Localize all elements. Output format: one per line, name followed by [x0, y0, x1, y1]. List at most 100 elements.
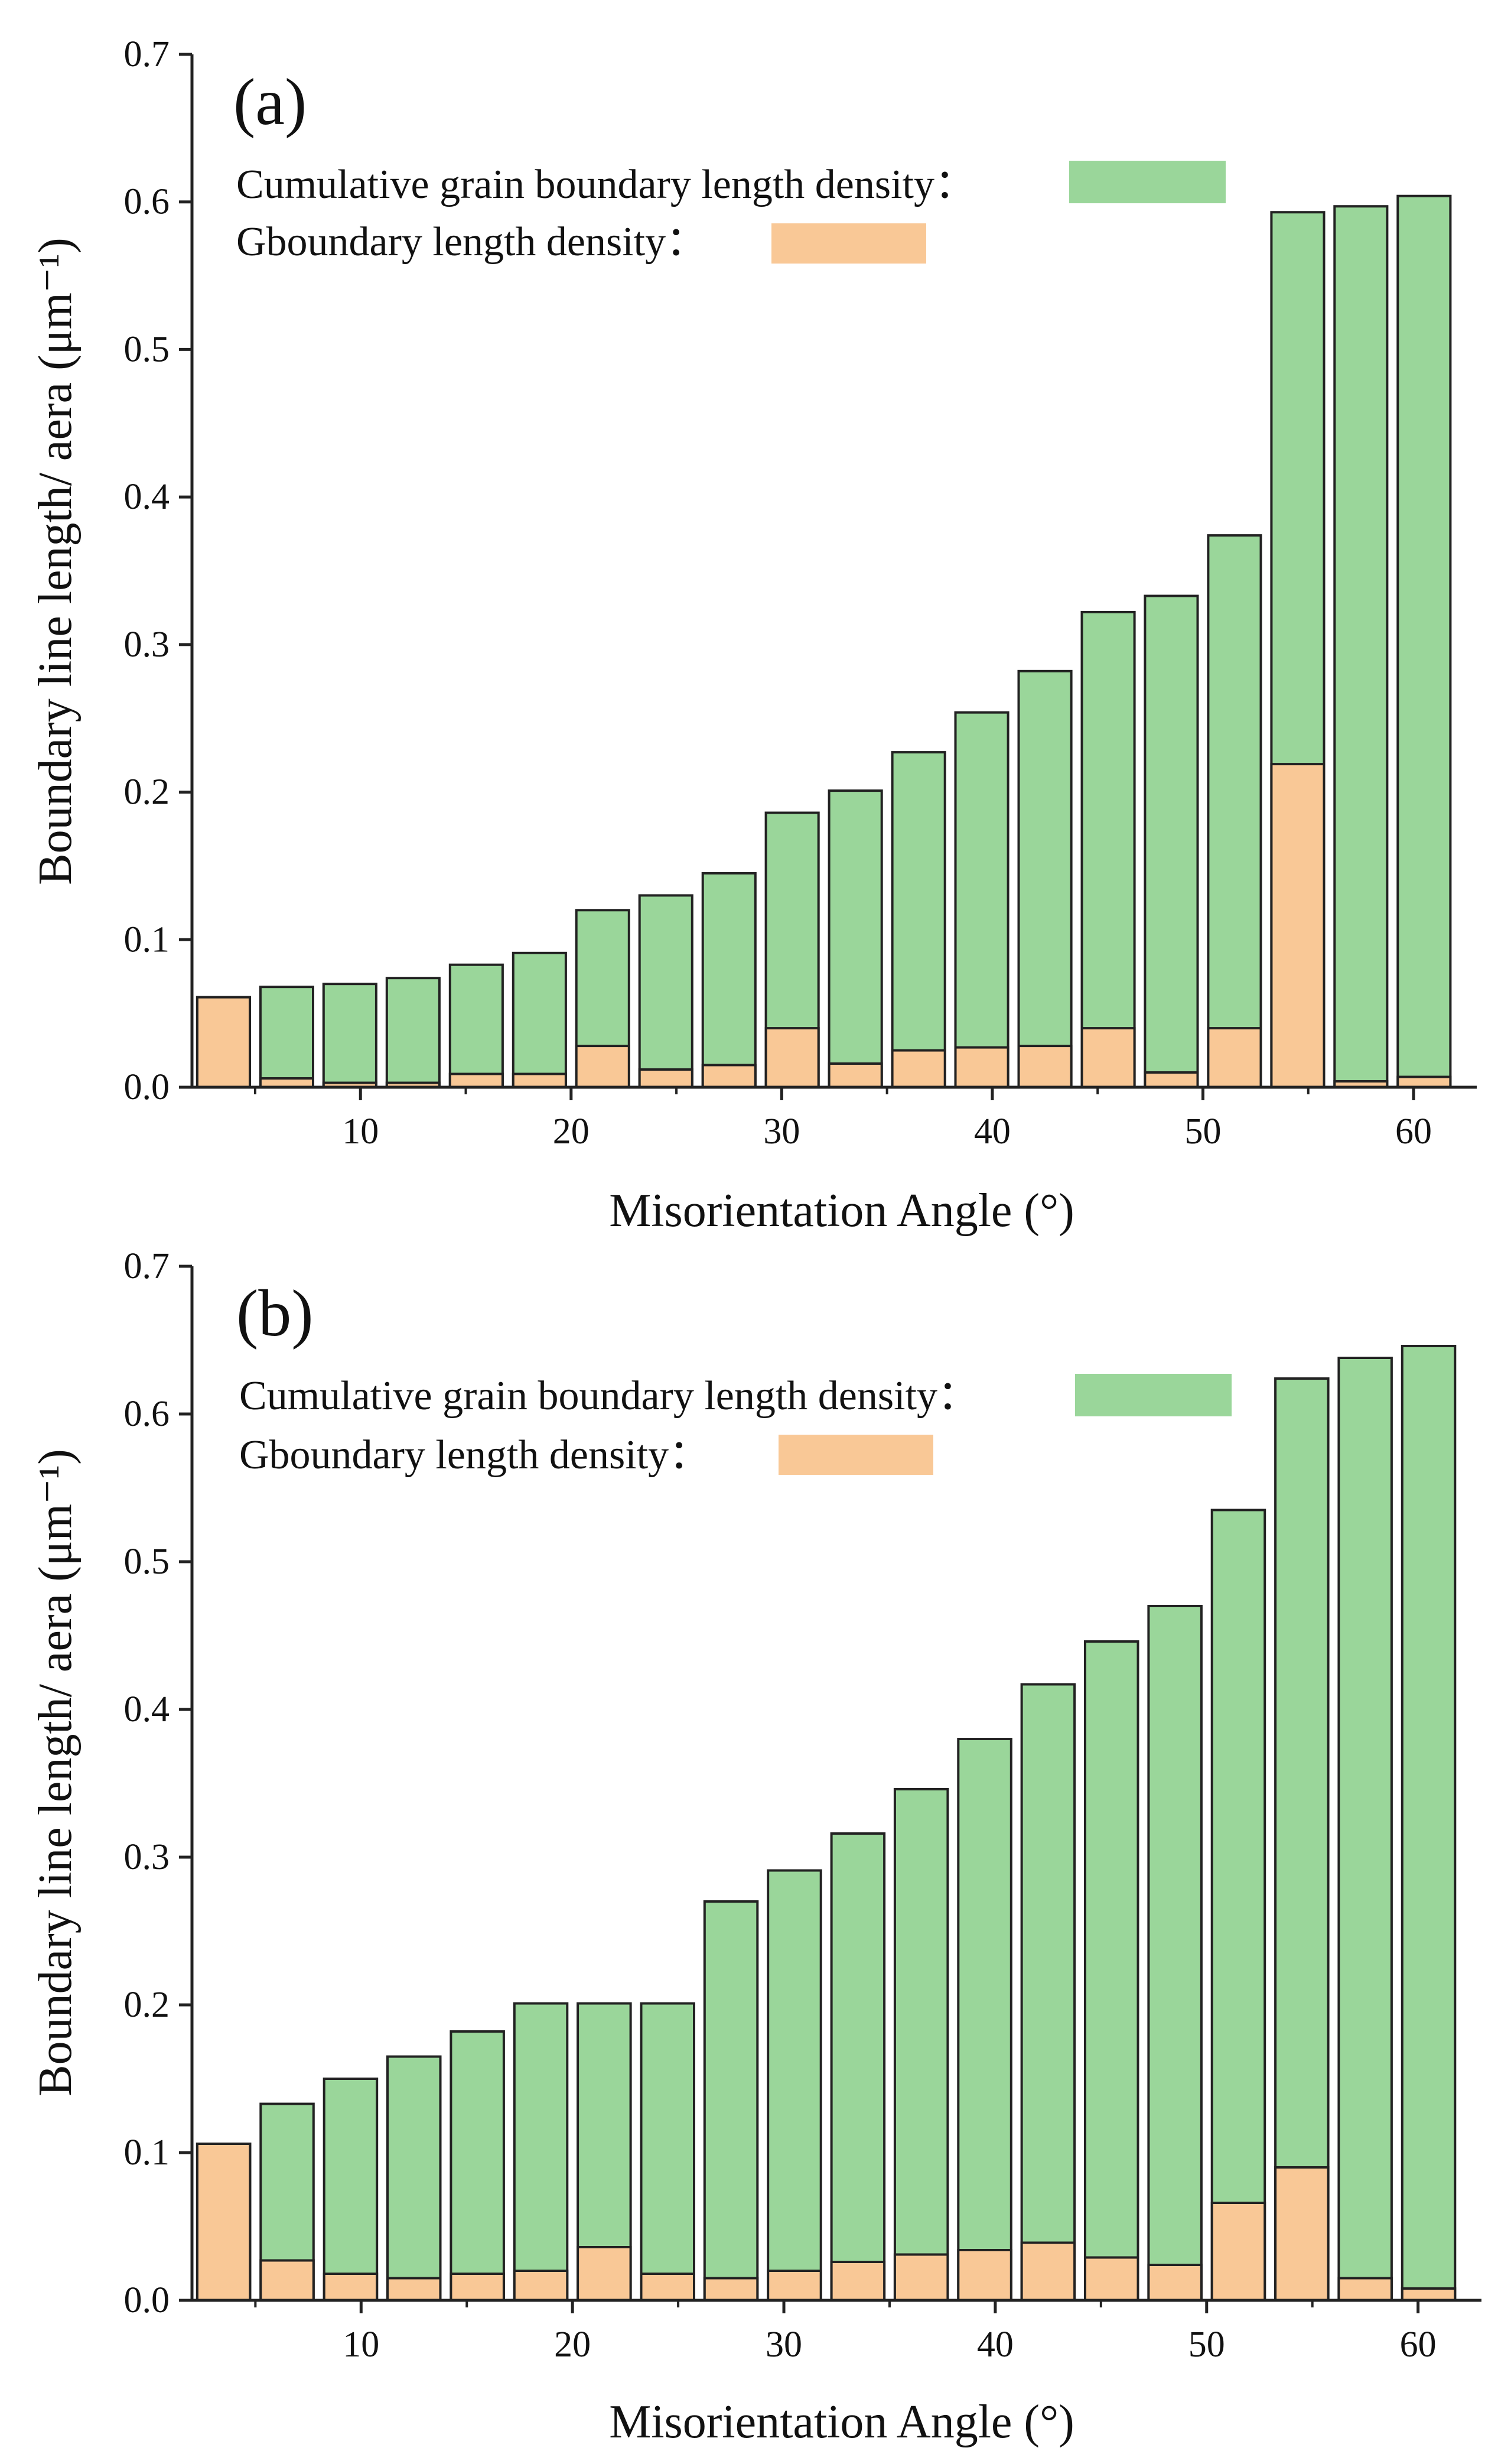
bar-cumulative-b-14 — [1020, 1683, 1076, 2302]
bar-cumulative-a-9 — [701, 872, 757, 1089]
bar-cumulative-a-13 — [954, 711, 1009, 1088]
legend-label-cumulative-b: Cumulative grain boundary length density… — [239, 1373, 979, 1419]
bar-gboundary-a-20 — [1396, 1075, 1452, 1088]
bar-gboundary-b-10 — [767, 2270, 822, 2302]
bar-gboundary-b-14 — [1020, 2241, 1076, 2302]
legend-a: Cumulative grain boundary length density… — [236, 161, 1226, 265]
x-tick-label-a: 40 — [974, 1111, 1011, 1152]
bar-gboundary-b-7 — [577, 2246, 632, 2302]
x-tick-label-a: 10 — [342, 1111, 379, 1152]
bar-cumulative-b-16 — [1147, 1605, 1203, 2302]
legend-label-gboundary-b: Gboundary length density： — [239, 1432, 710, 1478]
bar-cumulative-a-5 — [448, 963, 504, 1088]
x-tick-label-b: 30 — [766, 2325, 802, 2365]
y-tick-label-b: 0.3 — [124, 1837, 170, 1877]
x-tick-label-a: 50 — [1184, 1111, 1221, 1152]
x-tick-label-b: 10 — [343, 2325, 379, 2365]
legend-label-gboundary-a: Gboundary length density： — [236, 219, 707, 265]
bar-gboundary-a-12 — [891, 1049, 946, 1088]
bar-gboundary-a-16 — [1144, 1071, 1199, 1088]
x-tick-label-a: 60 — [1395, 1111, 1432, 1152]
bar-gboundary-b-18 — [1274, 2166, 1330, 2302]
bar-gboundary-b-8 — [640, 2273, 695, 2302]
bar-cumulative-a-20 — [1396, 194, 1452, 1089]
y-tick-label-b: 0.4 — [124, 1689, 170, 1730]
axes-a — [190, 54, 1477, 1089]
bar-gboundary-b-5 — [450, 2273, 505, 2302]
bar-gboundary-b-15 — [1084, 2256, 1139, 2302]
y-tick-label-b: 0.0 — [124, 2280, 170, 2320]
legend-b: Cumulative grain boundary length density… — [239, 1373, 1232, 1478]
y-axis-title-b: Boundary line length/ aera (μm⁻¹) — [30, 1449, 82, 2096]
x-tick-label-a: 20 — [553, 1111, 590, 1152]
x-tick-label-a: 30 — [763, 1111, 800, 1152]
y-tick-label-b: 0.5 — [124, 1542, 170, 1582]
chart-panel-a: 0.0 0.1 0.2 0.3 0.4 0.5 0.6 0.7 10 20 30 40 50 60 (a)… — [30, 34, 1477, 1237]
bar-cumulative-a-19 — [1333, 205, 1389, 1089]
legend-swatch-cumulative-b — [1075, 1374, 1232, 1416]
bar-cumulative-a-8 — [638, 894, 693, 1089]
bar-cumulative-a-15 — [1080, 610, 1136, 1088]
x-tick-label-b: 20 — [554, 2325, 591, 2365]
bar-gboundary-a-9 — [701, 1064, 757, 1088]
y-tick-label-a: 0.3 — [124, 625, 170, 665]
bar-cumulative-b-13 — [957, 1738, 1012, 2302]
bar-gboundary-b-6 — [513, 2270, 569, 2302]
bar-cumulative-a-11 — [828, 789, 883, 1088]
bar-cumulative-b-12 — [893, 1788, 949, 2302]
bar-gboundary-b-16 — [1147, 2264, 1203, 2302]
bar-gboundary-b-9 — [703, 2277, 759, 2302]
bar-cumulative-b-5 — [450, 2030, 505, 2302]
ticks-b: 0.0 0.1 0.2 0.3 0.4 0.5 0.6 0.7 10 20 30 40 50 60 — [124, 1246, 1437, 2365]
y-tick-label-a: 0.1 — [124, 919, 170, 960]
bar-gboundary-a-11 — [828, 1062, 883, 1088]
bar-cumulative-b-18 — [1274, 1377, 1330, 2302]
bar-gboundary-a-18 — [1270, 763, 1326, 1088]
legend-label-cumulative-a: Cumulative grain boundary length density… — [236, 162, 976, 207]
bar-cumulative-b-4 — [386, 2055, 442, 2302]
bar-cumulative-b-9 — [703, 1900, 759, 2302]
bar-gboundary-b-3 — [323, 2273, 379, 2302]
bar-gboundary-a-15 — [1080, 1027, 1136, 1088]
y-tick-label-a: 0.4 — [124, 477, 170, 517]
panel-label-a: (a) — [233, 66, 307, 139]
bar-cumulative-b-10 — [767, 1869, 822, 2302]
bar-cumulative-b-8 — [640, 2002, 695, 2302]
y-tick-label-b: 0.1 — [124, 2133, 170, 2173]
bar-gboundary-a-13 — [954, 1046, 1009, 1088]
bar-cumulative-b-15 — [1084, 1640, 1139, 2302]
bar-gboundary-b-17 — [1210, 2202, 1266, 2302]
bar-cumulative-b-3 — [323, 2078, 379, 2302]
y-tick-label-a: 0.2 — [124, 772, 170, 812]
bar-gboundary-b-19 — [1337, 2277, 1393, 2302]
bar-cumulative-a-2 — [259, 986, 314, 1088]
bar-group-b — [196, 1345, 1457, 2302]
bar-gboundary-b-1 — [196, 2143, 252, 2302]
x-axis-title-b: Misorientation Angle (°) — [609, 2396, 1074, 2448]
bar-gboundary-b-11 — [830, 2261, 886, 2302]
y-tick-label-b: 0.7 — [124, 1246, 170, 1286]
x-tick-label-b: 60 — [1400, 2325, 1437, 2365]
bar-cumulative-a-4 — [385, 977, 441, 1088]
bar-gboundary-a-7 — [575, 1045, 630, 1088]
panel-label-b: (b) — [236, 1277, 314, 1350]
bar-cumulative-a-12 — [891, 751, 946, 1088]
y-tick-label-a: 0.6 — [124, 182, 170, 222]
legend-swatch-gboundary-a — [771, 223, 926, 264]
bar-cumulative-a-3 — [322, 983, 377, 1088]
x-axis-title-a: Misorientation Angle (°) — [609, 1185, 1074, 1237]
chart-panel-b: 0.0 0.1 0.2 0.3 0.4 0.5 0.6 0.7 10 20 30 40 50 60 (b)… — [30, 1246, 1481, 2448]
bar-cumulative-a-17 — [1207, 534, 1262, 1088]
ticks-a: 0.0 0.1 0.2 0.3 0.4 0.5 0.6 0.7 10 20 30 40 50 60 — [124, 34, 1432, 1152]
bar-gboundary-a-1 — [196, 996, 251, 1088]
legend-swatch-gboundary-b — [779, 1435, 933, 1475]
y-tick-label-b: 0.2 — [124, 1985, 170, 2025]
bar-gboundary-a-6 — [512, 1072, 567, 1088]
bar-cumulative-a-6 — [512, 951, 567, 1089]
bar-gboundary-b-2 — [259, 2259, 315, 2302]
bar-cumulative-a-14 — [1017, 669, 1073, 1089]
legend-swatch-cumulative-a — [1069, 161, 1226, 203]
bar-cumulative-b-19 — [1337, 1357, 1393, 2302]
bar-gboundary-a-14 — [1017, 1045, 1073, 1088]
